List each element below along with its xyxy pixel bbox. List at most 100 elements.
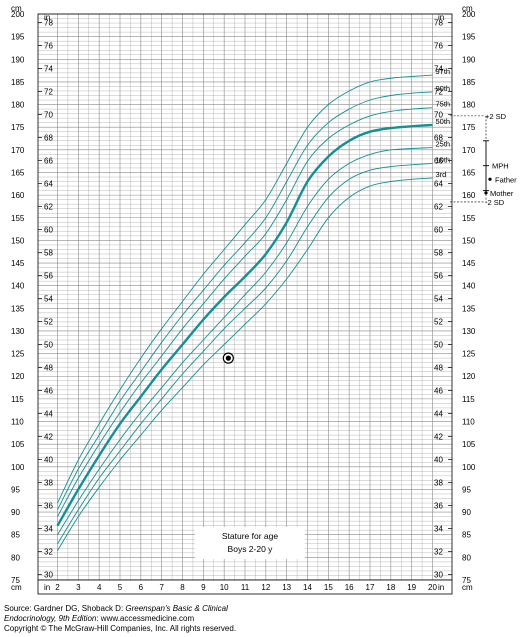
in-tick-label: 30 bbox=[434, 571, 443, 580]
in-tick-label: 68 bbox=[434, 134, 443, 143]
percentile-curve-25th bbox=[57, 147, 433, 535]
cm-tick-label: 120 bbox=[11, 372, 25, 381]
source-line-3: Copyright © The McGraw-Hill Companies, I… bbox=[4, 624, 237, 633]
in-tick-label: 58 bbox=[434, 249, 443, 258]
cm-tick-label: 120 bbox=[462, 372, 476, 381]
x-tick-label: 7 bbox=[159, 583, 164, 592]
cm-tick-label: 190 bbox=[462, 55, 476, 64]
mother-marker bbox=[484, 191, 488, 195]
in-tick-label: 68 bbox=[44, 134, 53, 143]
percentile-curve-3rd bbox=[57, 177, 433, 551]
cm-tick-label: 195 bbox=[11, 33, 25, 42]
in-tick-label: 76 bbox=[434, 42, 443, 51]
cm-tick-label: 130 bbox=[11, 327, 25, 336]
x-axis-strip bbox=[37, 579, 453, 595]
in-unit-label: in bbox=[44, 583, 50, 592]
cm-unit-label: cm bbox=[462, 583, 473, 592]
percentile-label-97th: 97th bbox=[436, 67, 451, 76]
cm-tick-label: 125 bbox=[462, 350, 476, 359]
percentile-label-50th: 50th bbox=[436, 117, 451, 126]
cm-tick-label: 110 bbox=[462, 418, 475, 427]
cm-tick-label: 90 bbox=[11, 508, 20, 517]
in-tick-label: 34 bbox=[44, 525, 53, 534]
in-unit-label: in bbox=[438, 13, 444, 22]
x-tick-label: 12 bbox=[261, 583, 270, 592]
title-box bbox=[195, 527, 305, 559]
x-tick-label: 8 bbox=[180, 583, 185, 592]
cm-tick-label: 180 bbox=[462, 101, 476, 110]
in-tick-label: 54 bbox=[434, 295, 443, 304]
percentile-label-75th: 75th bbox=[436, 100, 451, 109]
in-tick-label: 42 bbox=[44, 433, 53, 442]
cm-tick-label: 135 bbox=[462, 304, 476, 313]
in-tick-label: 50 bbox=[434, 341, 443, 350]
x-tick-label: 13 bbox=[282, 583, 291, 592]
x-tick-label: 9 bbox=[201, 583, 206, 592]
in-tick-label: 70 bbox=[434, 111, 443, 120]
x-tick-label: 2 bbox=[55, 583, 60, 592]
in-tick-label: 46 bbox=[44, 387, 53, 396]
source-line-2: Endocrinology, 9th Edition: www.accessme… bbox=[4, 614, 195, 623]
growth-chart: 7580859095100105110115120125130135140145… bbox=[11, 4, 517, 595]
in-tick-label: 52 bbox=[434, 318, 443, 327]
percentile-label-25th: 25th bbox=[436, 140, 451, 149]
in-tick-label: 40 bbox=[434, 456, 443, 465]
cm-tick-label: 105 bbox=[462, 440, 476, 449]
x-tick-label: 11 bbox=[241, 583, 250, 592]
cm-tick-label: 100 bbox=[11, 463, 25, 472]
in-tick-label: 48 bbox=[434, 364, 443, 373]
in-tick-label: 72 bbox=[44, 88, 53, 97]
cm-tick-label: 185 bbox=[11, 78, 25, 87]
cm-tick-label: 95 bbox=[11, 485, 20, 494]
cm-tick-label: 170 bbox=[462, 146, 476, 155]
source-line-1: Source: Gardner DG, Shoback D: Greenspan… bbox=[4, 604, 228, 613]
cm-tick-label: 130 bbox=[462, 327, 476, 336]
in-tick-label: 48 bbox=[44, 364, 53, 373]
in-tick-label: 70 bbox=[44, 111, 53, 120]
x-tick-label: 19 bbox=[407, 583, 416, 592]
percentile-label-3rd: 3rd bbox=[436, 170, 447, 179]
cm-tick-label: 105 bbox=[11, 440, 25, 449]
cm-tick-label: 145 bbox=[462, 259, 476, 268]
x-tick-label: 4 bbox=[97, 583, 102, 592]
cm-tick-label: 75 bbox=[11, 576, 20, 585]
cm-tick-label: 75 bbox=[462, 576, 471, 585]
cm-tick-label: 135 bbox=[11, 304, 25, 313]
x-tick-label: 16 bbox=[345, 583, 354, 592]
mph-label: MPH bbox=[492, 162, 509, 171]
cm-tick-label: 155 bbox=[462, 214, 476, 223]
cm-tick-label: 100 bbox=[462, 463, 476, 472]
cm-tick-label: 200 bbox=[11, 10, 25, 19]
in-tick-label: 62 bbox=[44, 203, 53, 212]
in-tick-label: 30 bbox=[44, 571, 53, 580]
cm-tick-label: 85 bbox=[462, 531, 471, 540]
in-tick-label: 52 bbox=[44, 318, 53, 327]
percentile-curve-75th bbox=[57, 107, 433, 517]
patient-point-dot bbox=[225, 355, 231, 361]
percentile-curve-10th bbox=[57, 162, 433, 545]
cm-tick-label: 185 bbox=[462, 78, 476, 87]
x-tick-label: 15 bbox=[324, 583, 333, 592]
x-tick-label: 5 bbox=[118, 583, 123, 592]
cm-tick-label: 200 bbox=[462, 10, 476, 19]
father-marker bbox=[488, 177, 492, 181]
percentile-curve-90th bbox=[57, 91, 433, 511]
percentile-curve-97th bbox=[57, 74, 433, 504]
in-tick-label: 38 bbox=[434, 479, 443, 488]
cm-tick-label: 170 bbox=[11, 146, 25, 155]
in-tick-label: 76 bbox=[44, 42, 53, 51]
x-tick-label: 3 bbox=[76, 583, 81, 592]
percentile-curve-50th bbox=[56, 123, 433, 527]
in-tick-label: 56 bbox=[44, 272, 53, 281]
in-tick-label: 46 bbox=[434, 387, 443, 396]
cm-tick-label: 140 bbox=[462, 282, 476, 291]
cm-tick-label: 95 bbox=[462, 485, 471, 494]
cm-tick-label: 195 bbox=[462, 33, 476, 42]
cm-tick-label: 175 bbox=[11, 123, 25, 132]
cm-tick-label: 90 bbox=[462, 508, 471, 517]
in-tick-label: 40 bbox=[44, 456, 53, 465]
in-tick-label: 36 bbox=[434, 502, 443, 511]
in-tick-label: 62 bbox=[434, 203, 443, 212]
in-tick-label: 64 bbox=[44, 180, 53, 189]
in-tick-label: 44 bbox=[434, 410, 443, 419]
